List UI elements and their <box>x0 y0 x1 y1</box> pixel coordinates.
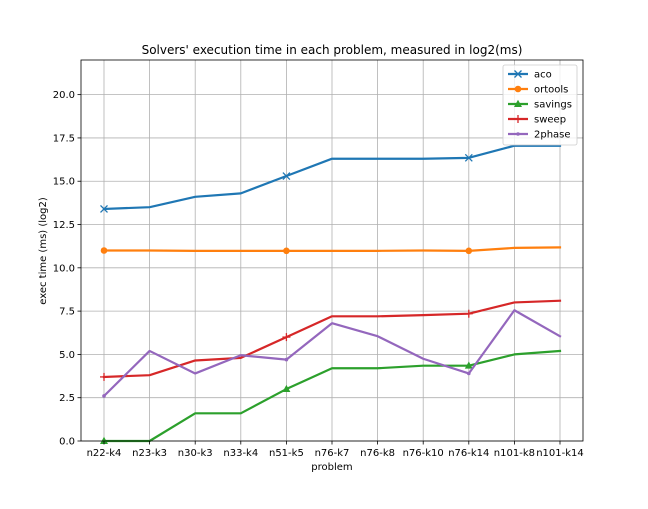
legend-box <box>502 64 578 146</box>
y-tick-label: 15.0 <box>53 177 75 188</box>
legend-item-ortools: ortools <box>508 85 568 96</box>
series-savings <box>100 349 562 444</box>
y-axis-title: exec time (ms) (log2) <box>38 197 49 305</box>
legend-item-2phase: 2phase <box>508 130 571 141</box>
legend-marker <box>514 115 522 123</box>
series-aco <box>100 144 562 213</box>
legend-label: ortools <box>534 85 568 96</box>
data-point <box>464 361 473 369</box>
y-tick-label: 10.0 <box>53 263 75 274</box>
x-tick-label: n23-k3 <box>132 448 167 459</box>
legend-marker <box>514 99 522 107</box>
y-tick-label: 2.5 <box>59 393 75 404</box>
legend-item-aco: aco <box>508 70 552 81</box>
y-tick-label: 7.5 <box>59 307 75 318</box>
legend-marker <box>514 70 522 78</box>
marker-stroke <box>514 70 522 78</box>
legend-label: savings <box>534 100 572 111</box>
data-point <box>283 247 290 255</box>
data-point <box>464 153 473 162</box>
legend-marker <box>516 132 520 136</box>
legend-label: sweep <box>534 115 566 126</box>
x-axis: n22-k4 n23-k3 n30-k3 n33-k4 n51-k5 n76-k7 n76-… <box>87 441 584 459</box>
x-axis-title: problem <box>311 462 352 473</box>
x-tick-label: n51-k5 <box>269 448 304 459</box>
legend-item-sweep: sweep <box>508 115 566 126</box>
chart-title: Solvers' execution time in each problem,… <box>142 43 523 57</box>
data-point <box>100 204 108 213</box>
marker-stroke <box>282 172 291 180</box>
data-point <box>100 247 108 254</box>
legend-label: aco <box>534 70 552 81</box>
series-line <box>102 144 562 211</box>
marker-stroke <box>100 204 108 213</box>
legend-marker <box>514 85 522 93</box>
data-point <box>465 247 473 255</box>
x-tick-label: n30-k3 <box>178 448 213 459</box>
data-point <box>282 384 291 393</box>
y-axis: 0.0 2.5 5.0 7.5 10.0 12.5 15.0 17.5 20.0 <box>53 90 81 448</box>
x-tick-label: n76-k7 <box>315 448 350 459</box>
x-tick-label: n76-k14 <box>448 448 489 459</box>
data-point <box>284 357 289 362</box>
y-tick-label: 12.5 <box>53 220 75 231</box>
data-point <box>100 372 108 381</box>
x-tick-label: n22-k4 <box>87 448 122 459</box>
data-point <box>282 333 291 342</box>
series-line <box>102 246 562 252</box>
y-tick-label: 17.5 <box>53 133 75 144</box>
legend-item-savings: savings <box>508 100 572 111</box>
x-tick-label: n76-k8 <box>360 448 395 459</box>
marker-stroke <box>464 153 473 162</box>
y-tick-label: 0.0 <box>59 437 75 448</box>
series-2phase <box>102 309 562 398</box>
x-tick-label: n76-k10 <box>403 448 444 459</box>
series-layer <box>100 144 562 444</box>
data-point <box>467 371 471 376</box>
y-tick-label: 5.0 <box>59 350 75 361</box>
data-point <box>282 172 291 180</box>
data-point <box>464 309 473 318</box>
legend: aco ortools savings sweep 2phase <box>502 64 578 146</box>
x-tick-label: n101-k14 <box>536 448 584 459</box>
data-point <box>100 436 108 444</box>
y-tick-label: 20.0 <box>53 90 75 101</box>
x-tick-label: n101-k8 <box>494 448 535 459</box>
series-line <box>102 349 562 443</box>
series-line <box>102 309 562 398</box>
x-tick-label: n33-k4 <box>223 448 258 459</box>
series-ortools <box>100 246 562 255</box>
data-point <box>102 394 106 398</box>
legend-label: 2phase <box>534 130 571 141</box>
